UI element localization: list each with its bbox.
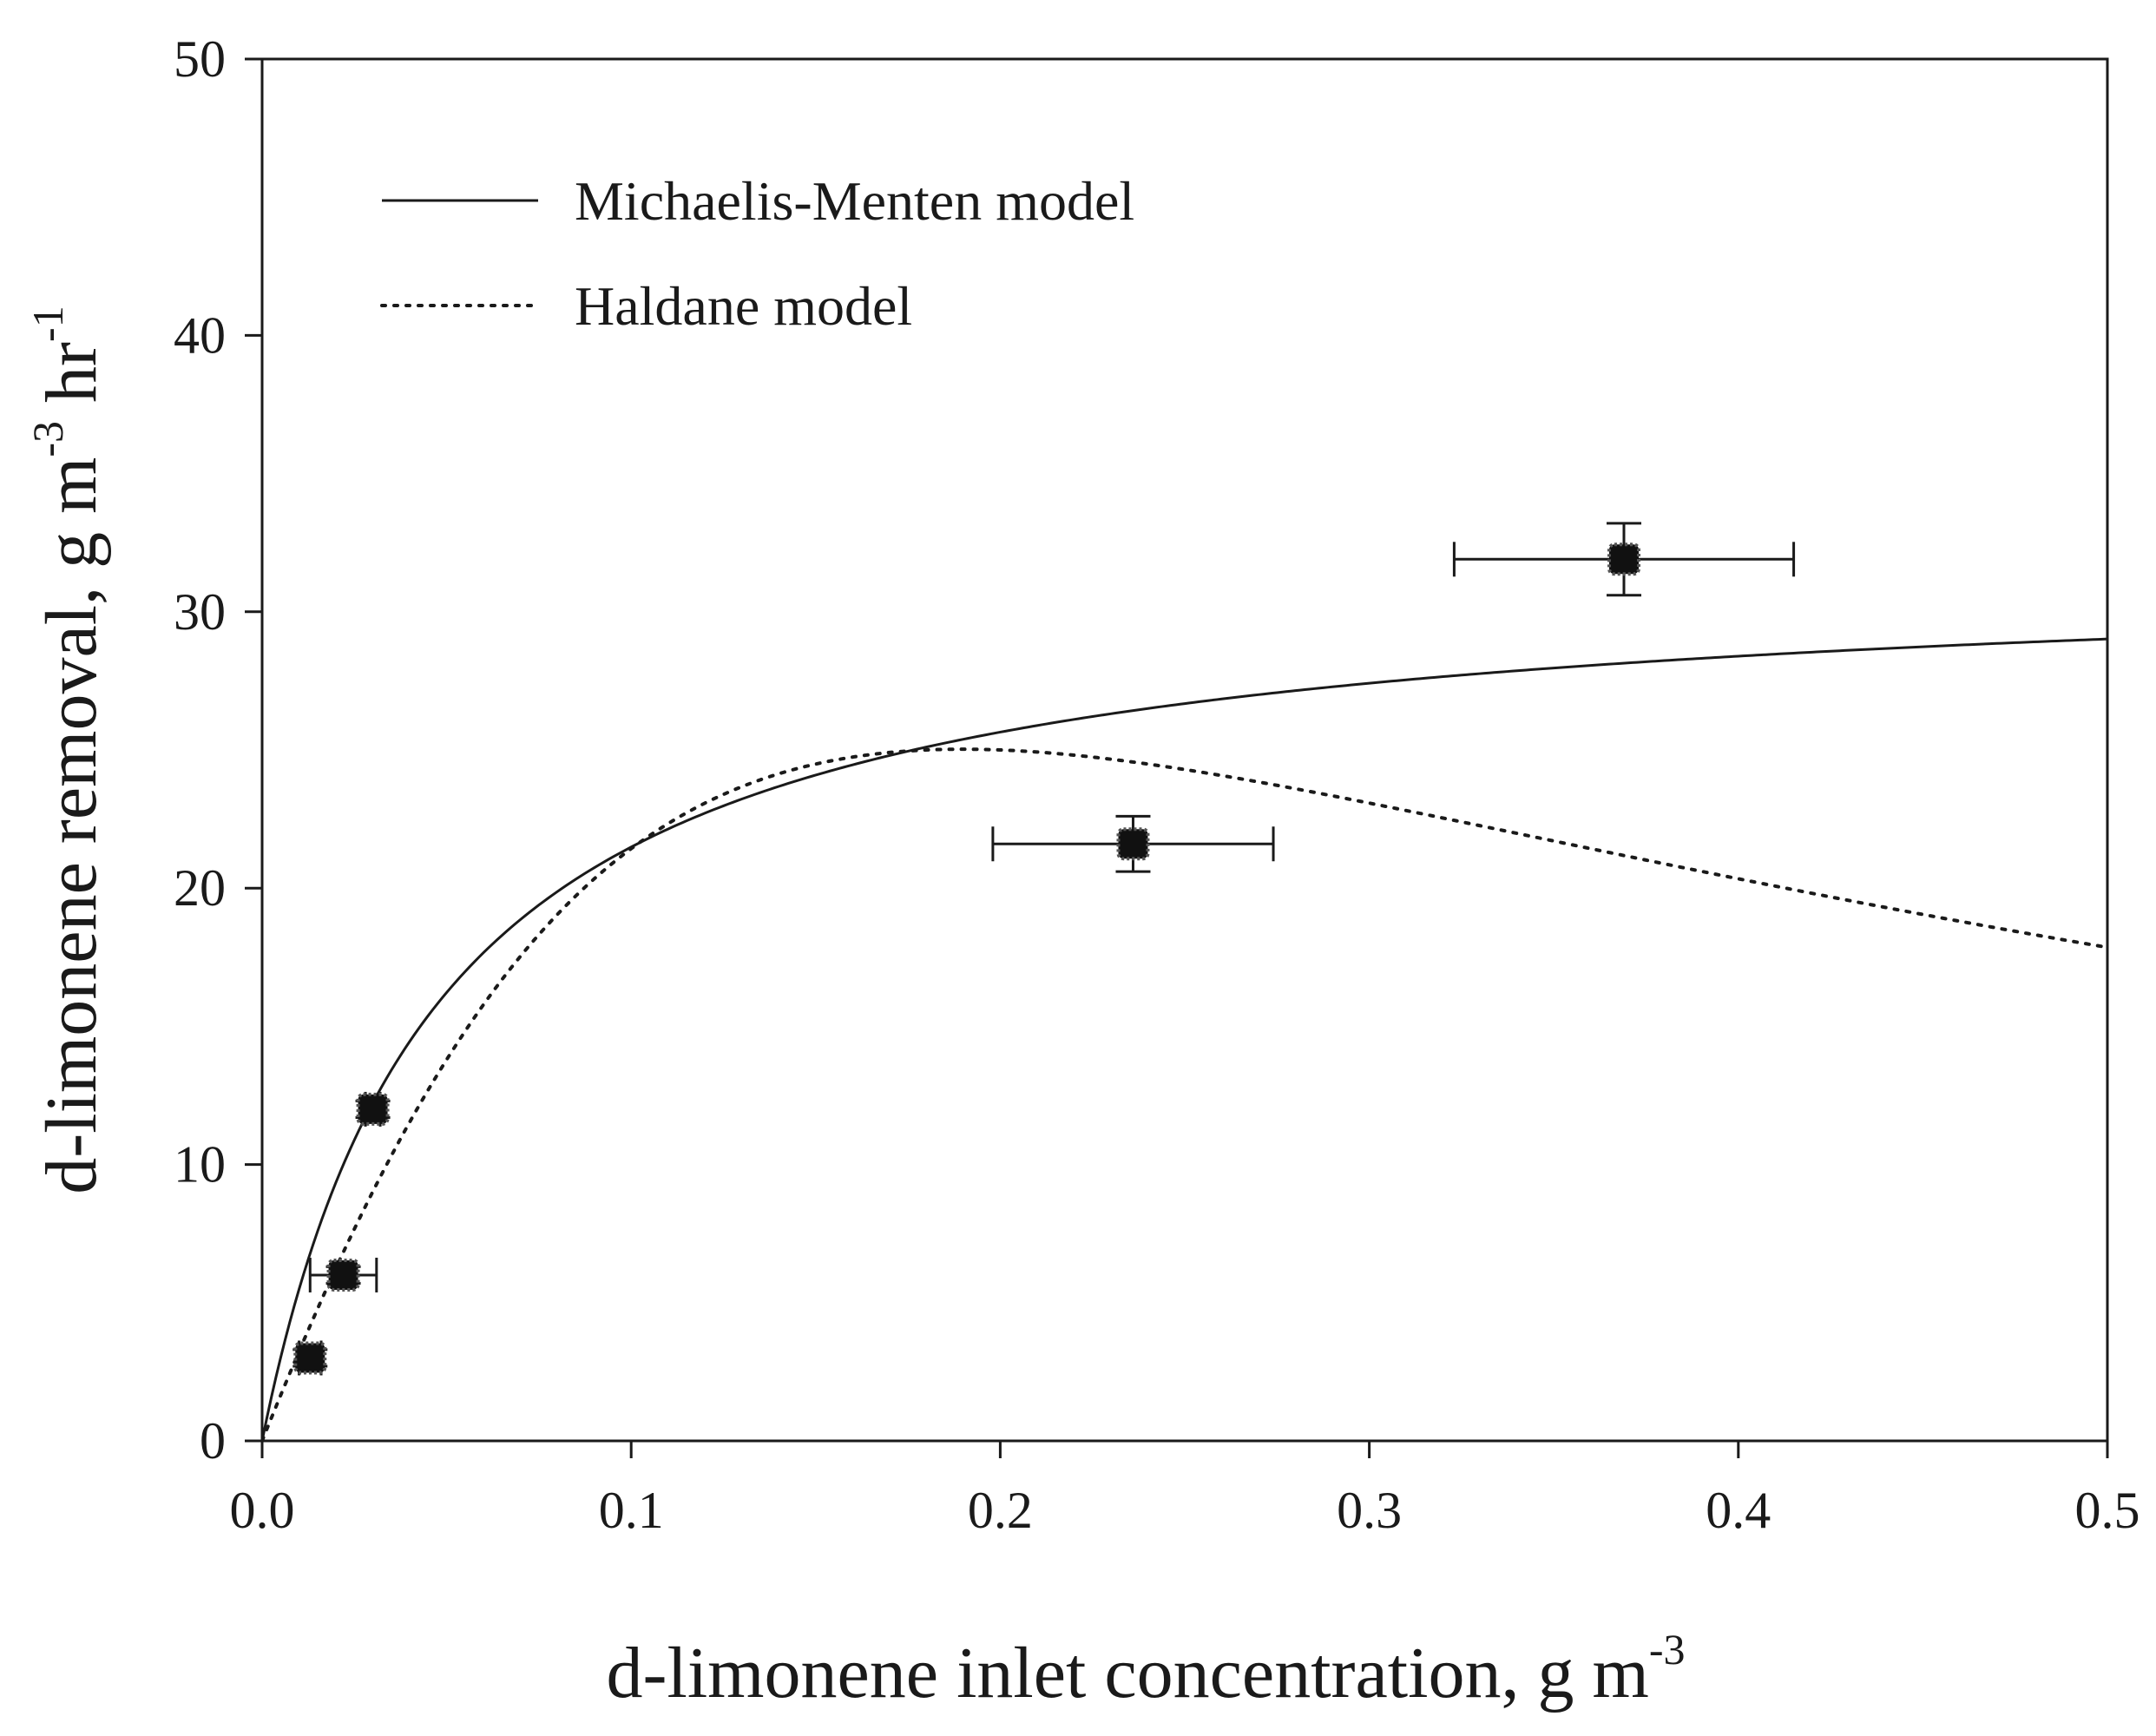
plot-frame: [260, 57, 2109, 1443]
y-tick-label: 0: [200, 1412, 226, 1470]
y-tick-label: 10: [174, 1136, 226, 1194]
legend-label-michaelis-menten: Michaelis-Menten model: [575, 170, 1134, 232]
y-axis-title: d-limonene removal, g m-3 hr-1: [23, 306, 112, 1194]
x-tick-label: 0.0: [230, 1482, 295, 1539]
legend: Michaelis-Menten model Haldane model: [380, 170, 1134, 337]
data-point: [355, 1091, 391, 1127]
y-axis-title-sup1: -3: [23, 421, 72, 457]
x-axis-title-sup: -3: [1649, 1625, 1686, 1674]
square-marker: [293, 1341, 327, 1375]
square-marker: [326, 1258, 360, 1292]
x-axis-ticks: 0.0 0.1 0.2 0.3 0.4 0.5: [230, 1441, 2140, 1539]
y-tick-label: 20: [174, 859, 226, 917]
y-tick-label: 50: [174, 30, 226, 88]
data-point: [293, 1340, 328, 1376]
y-tick-label: 40: [174, 306, 226, 364]
x-tick-label: 0.5: [2075, 1482, 2140, 1539]
x-tick-label: 0.2: [968, 1482, 1033, 1539]
data-points: [293, 522, 1796, 1376]
y-axis-ticks: 0 10 20 30 40 50: [174, 30, 262, 1470]
legend-label-haldane: Haldane model: [575, 275, 912, 337]
y-tick-label: 30: [174, 583, 226, 641]
data-point: [308, 1257, 378, 1292]
michaelis-menten-curve: [260, 637, 2108, 1442]
x-tick-label: 0.4: [1706, 1482, 1771, 1539]
model-curves: [260, 637, 2109, 1443]
haldane-curve: [260, 747, 2109, 1443]
x-tick-label: 0.1: [599, 1482, 664, 1539]
data-point: [1452, 522, 1796, 597]
y-axis-title-sup2: -1: [23, 306, 72, 342]
square-marker: [356, 1092, 390, 1126]
y-axis-title-mid: hr: [31, 342, 112, 421]
square-marker: [1116, 827, 1150, 861]
x-axis-title: d-limonene inlet concentration, g m-3: [607, 1625, 1686, 1713]
data-point: [991, 814, 1275, 873]
square-marker: [1607, 542, 1640, 576]
x-axis-title-main: d-limonene inlet concentration, g m: [607, 1633, 1649, 1713]
x-tick-label: 0.3: [1337, 1482, 1402, 1539]
y-axis-title-main: d-limonene removal, g m: [31, 457, 112, 1194]
